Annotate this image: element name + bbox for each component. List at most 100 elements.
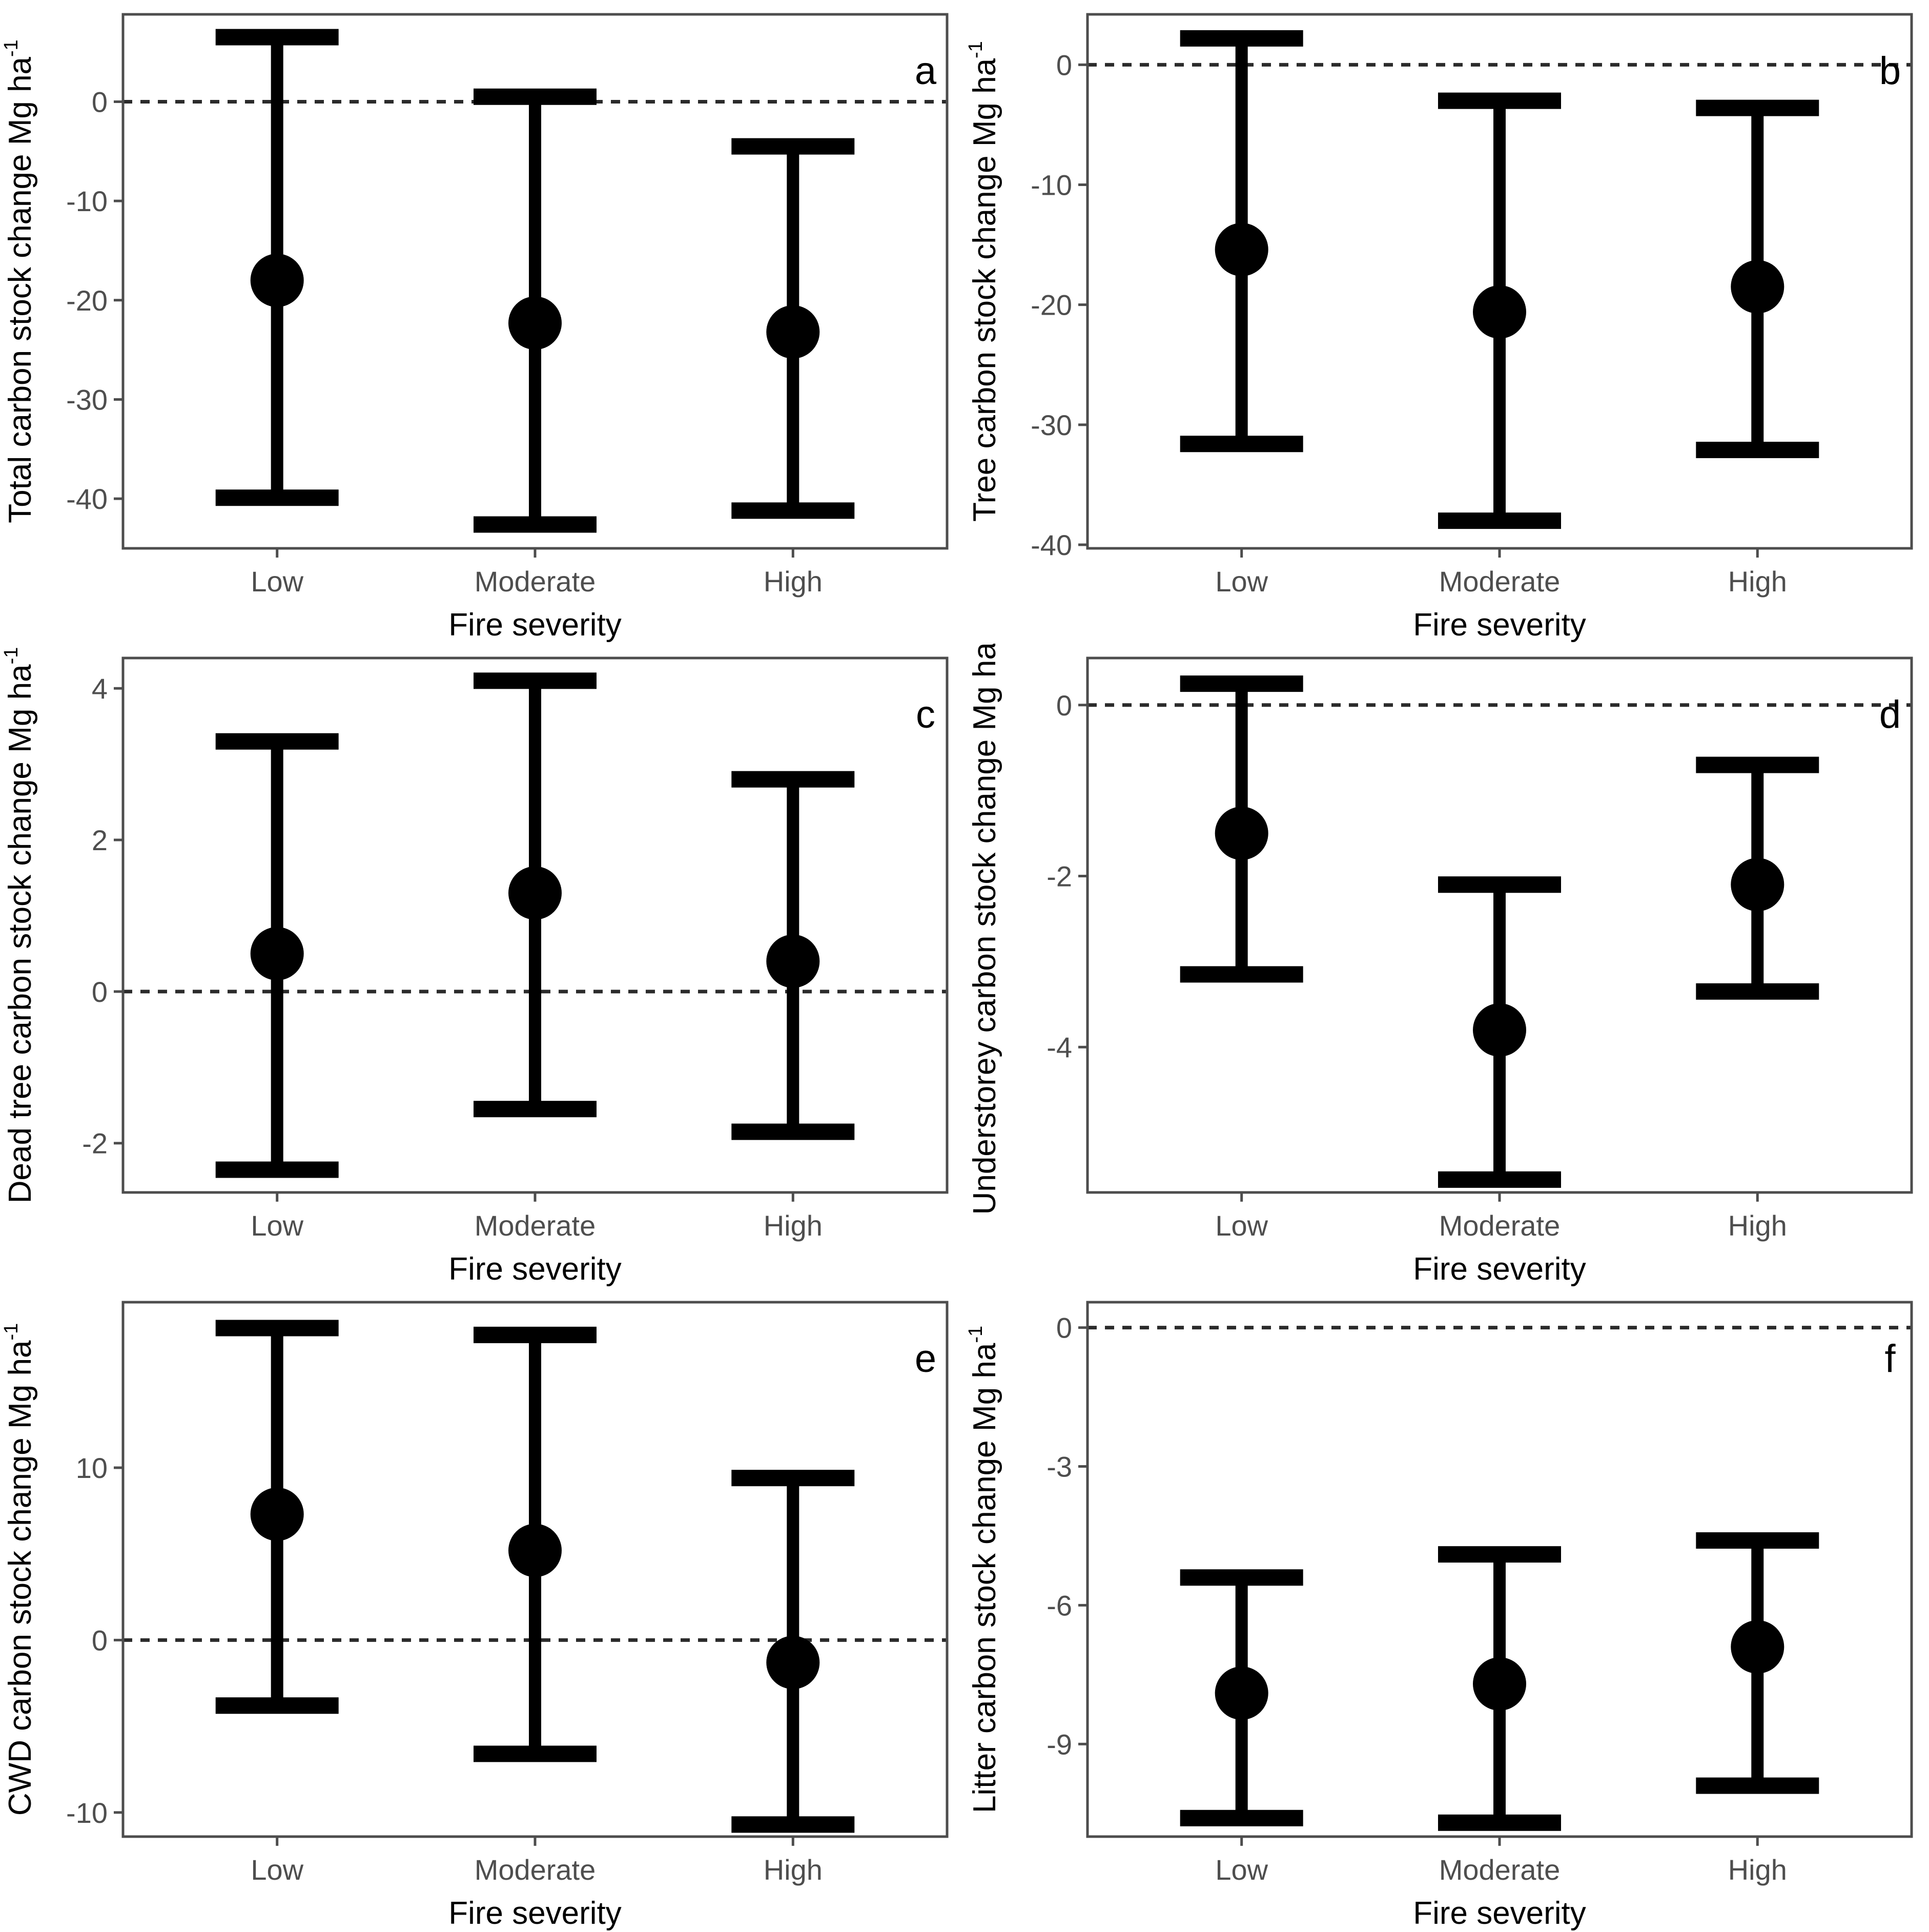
estimate-point — [766, 305, 820, 359]
estimate-point — [508, 1524, 562, 1577]
pointrange-high — [731, 1470, 855, 1833]
y-tick-label: -40 — [66, 483, 108, 515]
x-tick-label: High — [1728, 565, 1787, 598]
x-tick-label: Low — [251, 1854, 303, 1886]
estimate-point — [766, 934, 820, 988]
panel-a: 0 -10 -20 -30 -40 Low Moderate High Fire severit… — [0, 0, 964, 644]
estimate-point — [1731, 858, 1784, 912]
pointrange-moderate — [474, 88, 597, 533]
y-tick-label: -20 — [66, 284, 108, 317]
pointrange-low — [1180, 1569, 1303, 1826]
estimate-point — [508, 296, 562, 350]
y-tick-label: -6 — [1046, 1589, 1072, 1621]
y-tick-label: -30 — [1031, 409, 1072, 441]
y-tick-label: 0 — [92, 1624, 108, 1656]
pointrange-moderate — [474, 672, 597, 1118]
pointrange-low — [1180, 30, 1303, 453]
x-tick-label: Moderate — [475, 1209, 596, 1242]
pointrange-moderate — [474, 1326, 597, 1762]
estimate-point — [250, 1487, 304, 1541]
y-axis-title: Dead tree carbon stock change Mg ha-1 — [1, 647, 38, 1204]
panel-c: 4 2 0 -2 Low Moderate High Fire severity Dead tr… — [0, 644, 964, 1288]
pointrange-low — [215, 29, 339, 506]
pointrange-high — [731, 138, 855, 519]
y-axis-title: Litter carbon stock change Mg ha-1 — [965, 1326, 1002, 1813]
panel-b: 0 -10 -20 -30 -40 Low Moderate High Fire severit… — [964, 0, 1929, 644]
y-tick-label: -9 — [1046, 1728, 1072, 1760]
y-tick-label: 0 — [1056, 689, 1072, 722]
estimate-point — [1473, 1003, 1526, 1057]
y-tick-label: -40 — [1031, 529, 1072, 561]
estimate-point — [1215, 807, 1268, 860]
x-tick-label: High — [1728, 1209, 1787, 1242]
estimate-point — [1731, 260, 1784, 314]
y-tick-label: -20 — [1031, 289, 1072, 321]
pointrange-moderate — [1438, 1546, 1561, 1831]
chart-d: 0 -2 -4 Low Moderate High Fire severity Underst… — [965, 644, 1913, 1287]
estimate-point — [1215, 1666, 1268, 1720]
y-tick-label: 0 — [92, 86, 108, 118]
x-axis-title: Fire severity — [448, 607, 622, 643]
pointrange-high — [1696, 756, 1819, 1000]
chart-c: 4 2 0 -2 Low Moderate High Fire severity Dead tr… — [1, 647, 949, 1287]
plot-border — [121, 656, 949, 1194]
y-tick-label: 0 — [92, 976, 108, 1008]
pointrange-high — [731, 771, 855, 1140]
x-axis-title: Fire severity — [448, 1251, 622, 1287]
y-axis-title: Total carbon stock change Mg ha-1 — [1, 39, 38, 523]
y-tick-label: -10 — [66, 1797, 108, 1829]
y-axis-title: Understorey carbon stock change Mg ha˙ — [965, 644, 1002, 1215]
x-axis-title: Fire severity — [1413, 1896, 1586, 1931]
plot-border — [1086, 1301, 1913, 1838]
y-axis-title: CWD carbon stock change Mg ha-1 — [1, 1323, 38, 1816]
estimate-point — [1473, 285, 1526, 339]
estimate-point — [1473, 1657, 1526, 1711]
y-tick-label: -4 — [1046, 1031, 1072, 1063]
y-tick-label: -30 — [66, 383, 108, 416]
estimate-point — [250, 927, 304, 980]
x-axis-title: Fire severity — [1413, 1251, 1586, 1287]
panel-e: 10 0 -10 Low Moderate High Fire severity CWD ca… — [0, 1288, 964, 1932]
x-tick-label: High — [764, 1854, 823, 1886]
x-tick-label: Low — [251, 1209, 303, 1242]
panel-letter: d — [1879, 693, 1901, 736]
plot-border — [1086, 656, 1913, 1194]
y-tick-label: -2 — [1046, 860, 1072, 892]
x-tick-label: Low — [251, 565, 303, 598]
panel-letter: e — [915, 1337, 936, 1381]
y-tick-label: 0 — [1056, 1312, 1072, 1344]
panel-letter: a — [915, 49, 937, 93]
y-tick-label: 2 — [92, 824, 108, 856]
estimate-point — [766, 1636, 820, 1690]
x-axis-title: Fire severity — [448, 1896, 622, 1931]
pointrange-low — [215, 1320, 339, 1714]
y-tick-label: -10 — [66, 185, 108, 217]
estimate-point — [508, 866, 562, 920]
panel-d: 0 -2 -4 Low Moderate High Fire severity Underst… — [964, 644, 1929, 1288]
plot-border — [121, 1301, 949, 1838]
panel-f: 0 -3 -6 -9 Low Moderate High Fire severity Litte… — [964, 1288, 1929, 1932]
estimate-point — [250, 254, 304, 307]
x-tick-label: Moderate — [1439, 565, 1561, 598]
pointrange-moderate — [1438, 876, 1561, 1188]
x-axis-title: Fire severity — [1413, 607, 1586, 643]
panel-letter: f — [1884, 1337, 1896, 1381]
y-tick-label: 4 — [92, 672, 108, 705]
y-tick-label: -3 — [1046, 1451, 1072, 1483]
x-tick-label: Moderate — [1439, 1854, 1561, 1886]
x-tick-label: Low — [1215, 1209, 1268, 1242]
x-tick-label: High — [764, 565, 823, 598]
estimate-point — [1215, 222, 1268, 276]
y-tick-label: -2 — [82, 1127, 108, 1160]
panel-letter: c — [916, 693, 935, 736]
pointrange-low — [1180, 675, 1303, 983]
estimate-point — [1731, 1620, 1784, 1674]
y-tick-label: -10 — [1031, 169, 1072, 201]
y-axis-title: Tree carbon stock change Mg ha-1 — [965, 41, 1002, 522]
x-tick-label: High — [1728, 1854, 1787, 1886]
y-tick-label: 0 — [1056, 49, 1072, 81]
x-tick-label: High — [764, 1209, 823, 1242]
chart-f: 0 -3 -6 -9 Low Moderate High Fire severity Litte… — [965, 1301, 1913, 1931]
y-tick-label: 10 — [76, 1452, 108, 1484]
